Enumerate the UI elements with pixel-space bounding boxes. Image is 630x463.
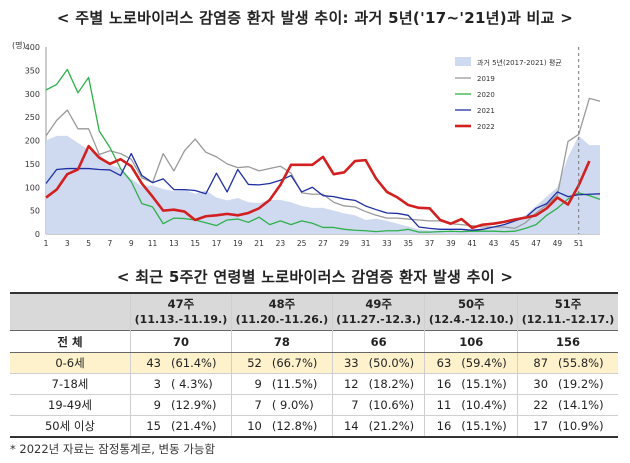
legend-label-2021: 2021 — [477, 107, 495, 115]
legend-swatch-band — [455, 57, 471, 66]
total-cell: 70 — [130, 330, 232, 353]
week-header: 48주 (11.20.-11.26.) — [231, 292, 333, 331]
series-line-2022 — [45, 144, 591, 230]
age-cell: 30 (19.2%) — [517, 373, 618, 395]
table-header-row: 47주 (11.13.-11.19.) 48주 (11.20.-11.26.) 49… — [10, 292, 618, 331]
x-tick-label: 7 — [108, 239, 113, 248]
age-row: 0-6세 43 (61.4%) 52 (66.7%) 33 (50.0%) 63 (59… — [10, 352, 618, 374]
legend-label-2020: 2020 — [477, 91, 495, 99]
x-tick-label: 31 — [361, 239, 371, 248]
y-tick-label: 100 — [25, 183, 40, 192]
age-cell: 33 (50.0%) — [332, 352, 426, 374]
x-tick-label: 15 — [190, 239, 200, 248]
age-cell: 17 (10.9%) — [517, 415, 618, 438]
total-cell: 66 — [332, 330, 426, 353]
age-row: 19-49세 9 (12.9%) 7( 9.0%) 7 (10.6%) 11 (10.… — [10, 394, 618, 416]
y-tick-label: 0 — [35, 230, 40, 239]
chart-legend: 과거 5년(2017-2021) 평균 2019 2020 2021 2022 — [455, 57, 562, 131]
legend-label-2019: 2019 — [477, 75, 495, 83]
age-label: 7-18세 — [10, 373, 131, 395]
series-line-2020 — [45, 68, 601, 233]
x-tick-label: 37 — [425, 239, 435, 248]
x-tick-label: 47 — [531, 239, 541, 248]
x-tick-label: 39 — [446, 239, 456, 248]
table-corner-cell — [10, 292, 131, 331]
total-cell: 78 — [231, 330, 333, 353]
y-tick-label: 250 — [25, 113, 40, 122]
week-header: 49주 (11.27.-12.3.) — [332, 292, 426, 331]
x-tick-label: 49 — [553, 239, 563, 248]
x-tick-label: 5 — [86, 239, 91, 248]
y-tick-label: 350 — [25, 66, 40, 75]
legend-label-band: 과거 5년(2017-2021) 평균 — [477, 58, 562, 67]
y-tick-label: 200 — [25, 137, 40, 146]
x-tick-label: 9 — [129, 239, 134, 248]
age-group-table: 47주 (11.13.-11.19.) 48주 (11.20.-11.26.) 49… — [10, 292, 618, 438]
age-cell: 9 (11.5%) — [231, 373, 333, 395]
table-title: < 최근 5주간 연령별 노로바이러스 감염증 환자 발생 추이 > — [116, 268, 514, 286]
age-cell: 16 (15.1%) — [424, 373, 519, 395]
y-tick-label: 50 — [30, 207, 40, 216]
x-tick-label: 41 — [467, 239, 477, 248]
age-cell: 22 (14.1%) — [517, 394, 618, 416]
age-cell: 15 (21.4%) — [130, 415, 232, 438]
five-year-average-band — [46, 135, 600, 234]
x-tick-label: 23 — [276, 239, 286, 248]
x-tick-label: 3 — [65, 239, 70, 248]
series-line-2019 — [45, 97, 601, 230]
x-tick-label: 35 — [403, 239, 413, 248]
week-header: 50주 (12.4.-12.10.) — [424, 292, 519, 331]
y-tick-label: 150 — [25, 160, 40, 169]
x-tick-label: 21 — [254, 239, 264, 248]
y-tick-label: 400 — [25, 43, 40, 52]
x-tick-label: 27 — [318, 239, 328, 248]
age-label: 50세 이상 — [10, 415, 131, 438]
age-cell: 9 (12.9%) — [130, 394, 232, 416]
x-tick-label: 33 — [382, 239, 392, 248]
x-tick-label: 17 — [212, 239, 222, 248]
age-cell: 43 (61.4%) — [130, 352, 232, 374]
x-tick-label: 29 — [340, 239, 350, 248]
x-tick-label: 1 — [44, 239, 49, 248]
total-row: 전 체 70 78 66 106 156 — [10, 330, 618, 353]
age-label: 19-49세 — [10, 394, 131, 416]
age-row: 50세 이상 15 (21.4%) 10 (12.8%) 14 (21.2%) 16(… — [10, 415, 618, 438]
age-cell: 12 (18.2%) — [332, 373, 426, 395]
series-line-2021 — [45, 152, 601, 231]
x-tick-label: 19 — [233, 239, 243, 248]
week-header: 47주 (11.13.-11.19.) — [130, 292, 232, 331]
age-cell: 52 (66.7%) — [231, 352, 333, 374]
age-cell: 14 (21.2%) — [332, 415, 426, 438]
age-row: 7-18세 3( 4.3%) 9 (11.5%) 12 (18.2%) 16 (15.… — [10, 373, 618, 395]
age-cell: 11 (10.4%) — [424, 394, 519, 416]
x-tick-label: 13 — [169, 239, 179, 248]
x-tick-label: 51 — [574, 239, 584, 248]
y-tick-label: 300 — [25, 90, 40, 99]
x-tick-label: 25 — [297, 239, 307, 248]
age-cell: 87 (55.8%) — [517, 352, 618, 374]
week-header: 51주 (12.11.-12.17.) — [517, 292, 618, 331]
age-cell: 7 (10.6%) — [332, 394, 426, 416]
x-tick-label: 45 — [510, 239, 520, 248]
y-unit-label: (명) — [12, 40, 26, 50]
age-cell: 10 (12.8%) — [231, 415, 333, 438]
total-cell: 156 — [517, 330, 618, 353]
age-cell: 16 (15.1%) — [424, 415, 519, 438]
age-label: 0-6세 — [10, 352, 131, 374]
total-cell: 106 — [424, 330, 519, 353]
age-cell: 63 (59.4%) — [424, 352, 519, 374]
age-cell: 7( 9.0%) — [231, 394, 333, 416]
age-cell: 3( 4.3%) — [130, 373, 232, 395]
chart-title: < 주별 노로바이러스 감염증 환자 발생 추이: 과거 5년('17~'21년… — [56, 9, 574, 27]
total-label: 전 체 — [10, 330, 131, 353]
footnote: * 2022년 자료는 잠정통계로, 변동 가능함 — [10, 442, 216, 456]
legend-label-2022: 2022 — [477, 123, 495, 131]
x-tick-label: 43 — [489, 239, 499, 248]
x-tick-label: 11 — [148, 239, 158, 248]
